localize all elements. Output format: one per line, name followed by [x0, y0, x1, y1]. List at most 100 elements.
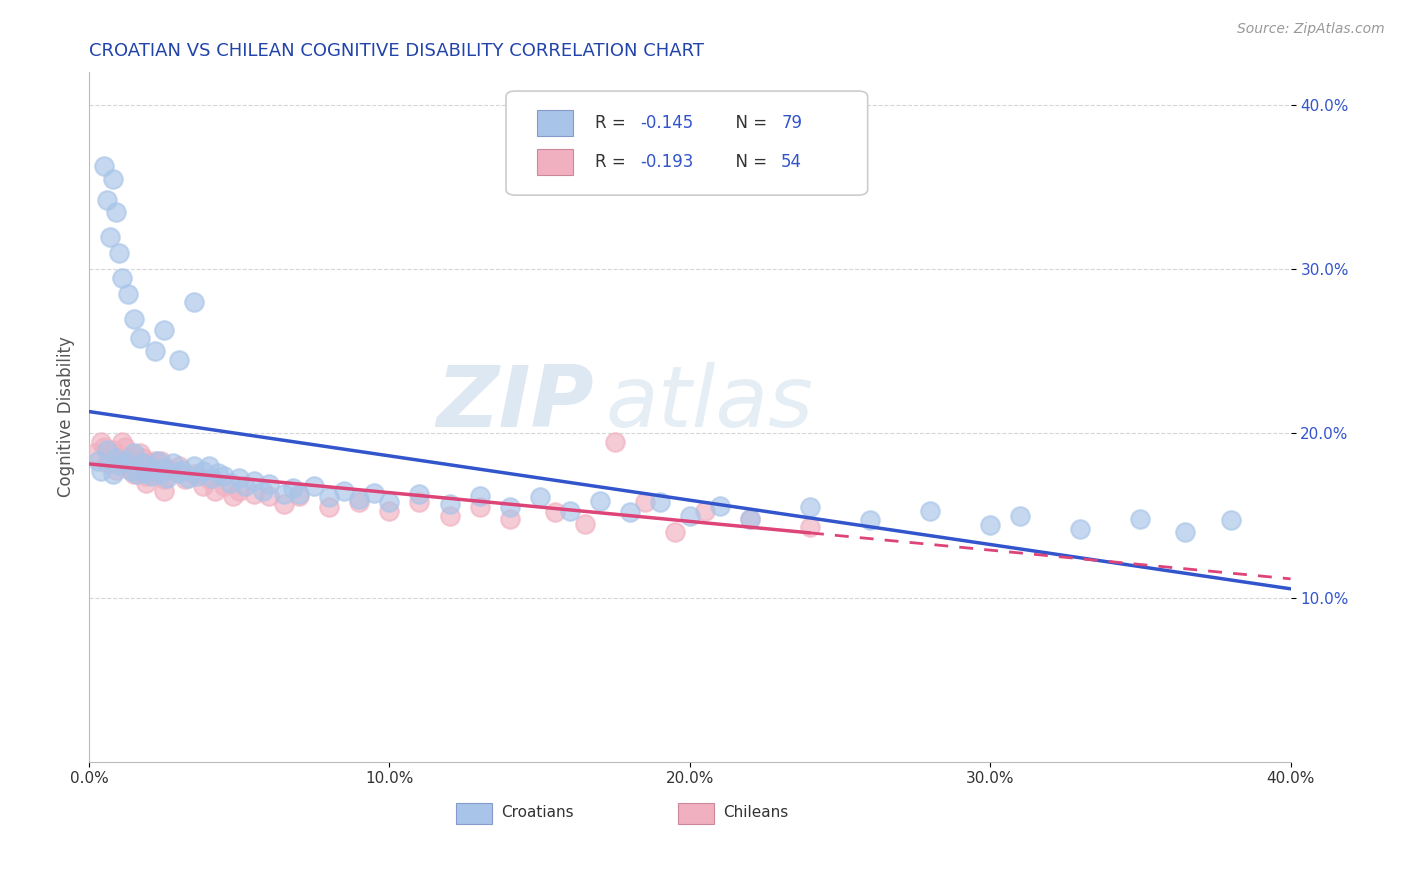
FancyBboxPatch shape [537, 110, 574, 136]
Point [233, 479, 256, 493]
Point [1129, 512, 1152, 526]
Point [105, 205, 128, 219]
Point [679, 508, 702, 523]
Point [349, 495, 371, 509]
Point [408, 487, 430, 501]
Point [143, 467, 166, 482]
Point [738, 512, 761, 526]
Point [468, 489, 491, 503]
Point [167, 459, 190, 474]
Point [198, 459, 221, 474]
Text: R =: R = [595, 114, 631, 132]
Point [859, 513, 882, 527]
Point [129, 446, 152, 460]
Point [114, 440, 136, 454]
Point [799, 520, 821, 534]
Point [619, 505, 641, 519]
Point [408, 495, 430, 509]
Point [93, 440, 115, 454]
Point [167, 352, 190, 367]
Point [122, 467, 145, 482]
Point [153, 483, 176, 498]
Point [108, 458, 131, 472]
Point [111, 434, 134, 449]
Point [96, 442, 118, 457]
Point [709, 499, 731, 513]
Text: N =: N = [724, 114, 772, 132]
Point [574, 516, 596, 531]
Point [664, 524, 686, 539]
Point [1174, 524, 1197, 539]
Point [920, 503, 942, 517]
Text: Croatians: Croatians [501, 805, 574, 820]
Point [101, 172, 124, 186]
Point [183, 467, 205, 482]
Text: atlas: atlas [606, 362, 814, 445]
Text: 54: 54 [782, 153, 803, 171]
Point [117, 287, 139, 301]
Point [127, 467, 149, 482]
Point [439, 508, 461, 523]
Point [228, 483, 250, 498]
Point [259, 477, 281, 491]
Point [135, 466, 157, 480]
Point [143, 344, 166, 359]
Point [222, 489, 245, 503]
Point [150, 454, 173, 468]
Text: Source: ZipAtlas.com: Source: ZipAtlas.com [1237, 22, 1385, 37]
Point [283, 481, 305, 495]
Point [212, 479, 235, 493]
Point [117, 451, 139, 466]
Point [138, 459, 160, 474]
Text: N =: N = [724, 153, 772, 171]
Point [273, 487, 295, 501]
Point [98, 229, 121, 244]
Point [132, 456, 155, 470]
Point [146, 454, 169, 468]
Point [186, 469, 208, 483]
Point [98, 451, 121, 466]
Point [589, 493, 612, 508]
Point [204, 483, 226, 498]
FancyBboxPatch shape [506, 91, 868, 195]
Point [363, 485, 385, 500]
Point [135, 475, 157, 490]
Point [193, 464, 215, 478]
Point [212, 469, 235, 483]
Point [172, 462, 194, 476]
Point [150, 466, 173, 480]
Point [135, 469, 157, 483]
Point [378, 495, 401, 509]
Point [156, 471, 179, 485]
Point [252, 483, 274, 498]
Point [1069, 522, 1091, 536]
Text: -0.145: -0.145 [641, 114, 693, 132]
Point [288, 489, 311, 503]
Point [114, 454, 136, 468]
Point [259, 489, 281, 503]
Point [84, 446, 107, 460]
Point [799, 500, 821, 515]
Point [105, 451, 128, 466]
Point [201, 471, 224, 485]
Point [122, 450, 145, 464]
Point [498, 512, 520, 526]
Point [198, 472, 221, 486]
Point [153, 323, 176, 337]
Y-axis label: Cognitive Disability: Cognitive Disability [58, 336, 75, 498]
Point [243, 487, 266, 501]
Point [177, 471, 200, 485]
Point [243, 474, 266, 488]
FancyBboxPatch shape [456, 803, 492, 823]
Point [333, 483, 356, 498]
Point [288, 487, 311, 501]
Point [143, 454, 166, 468]
Point [129, 331, 152, 345]
Point [120, 464, 142, 478]
Point [304, 479, 326, 493]
Point [468, 500, 491, 515]
Point [439, 497, 461, 511]
Point [87, 454, 110, 468]
Point [122, 446, 145, 460]
Point [349, 492, 371, 507]
